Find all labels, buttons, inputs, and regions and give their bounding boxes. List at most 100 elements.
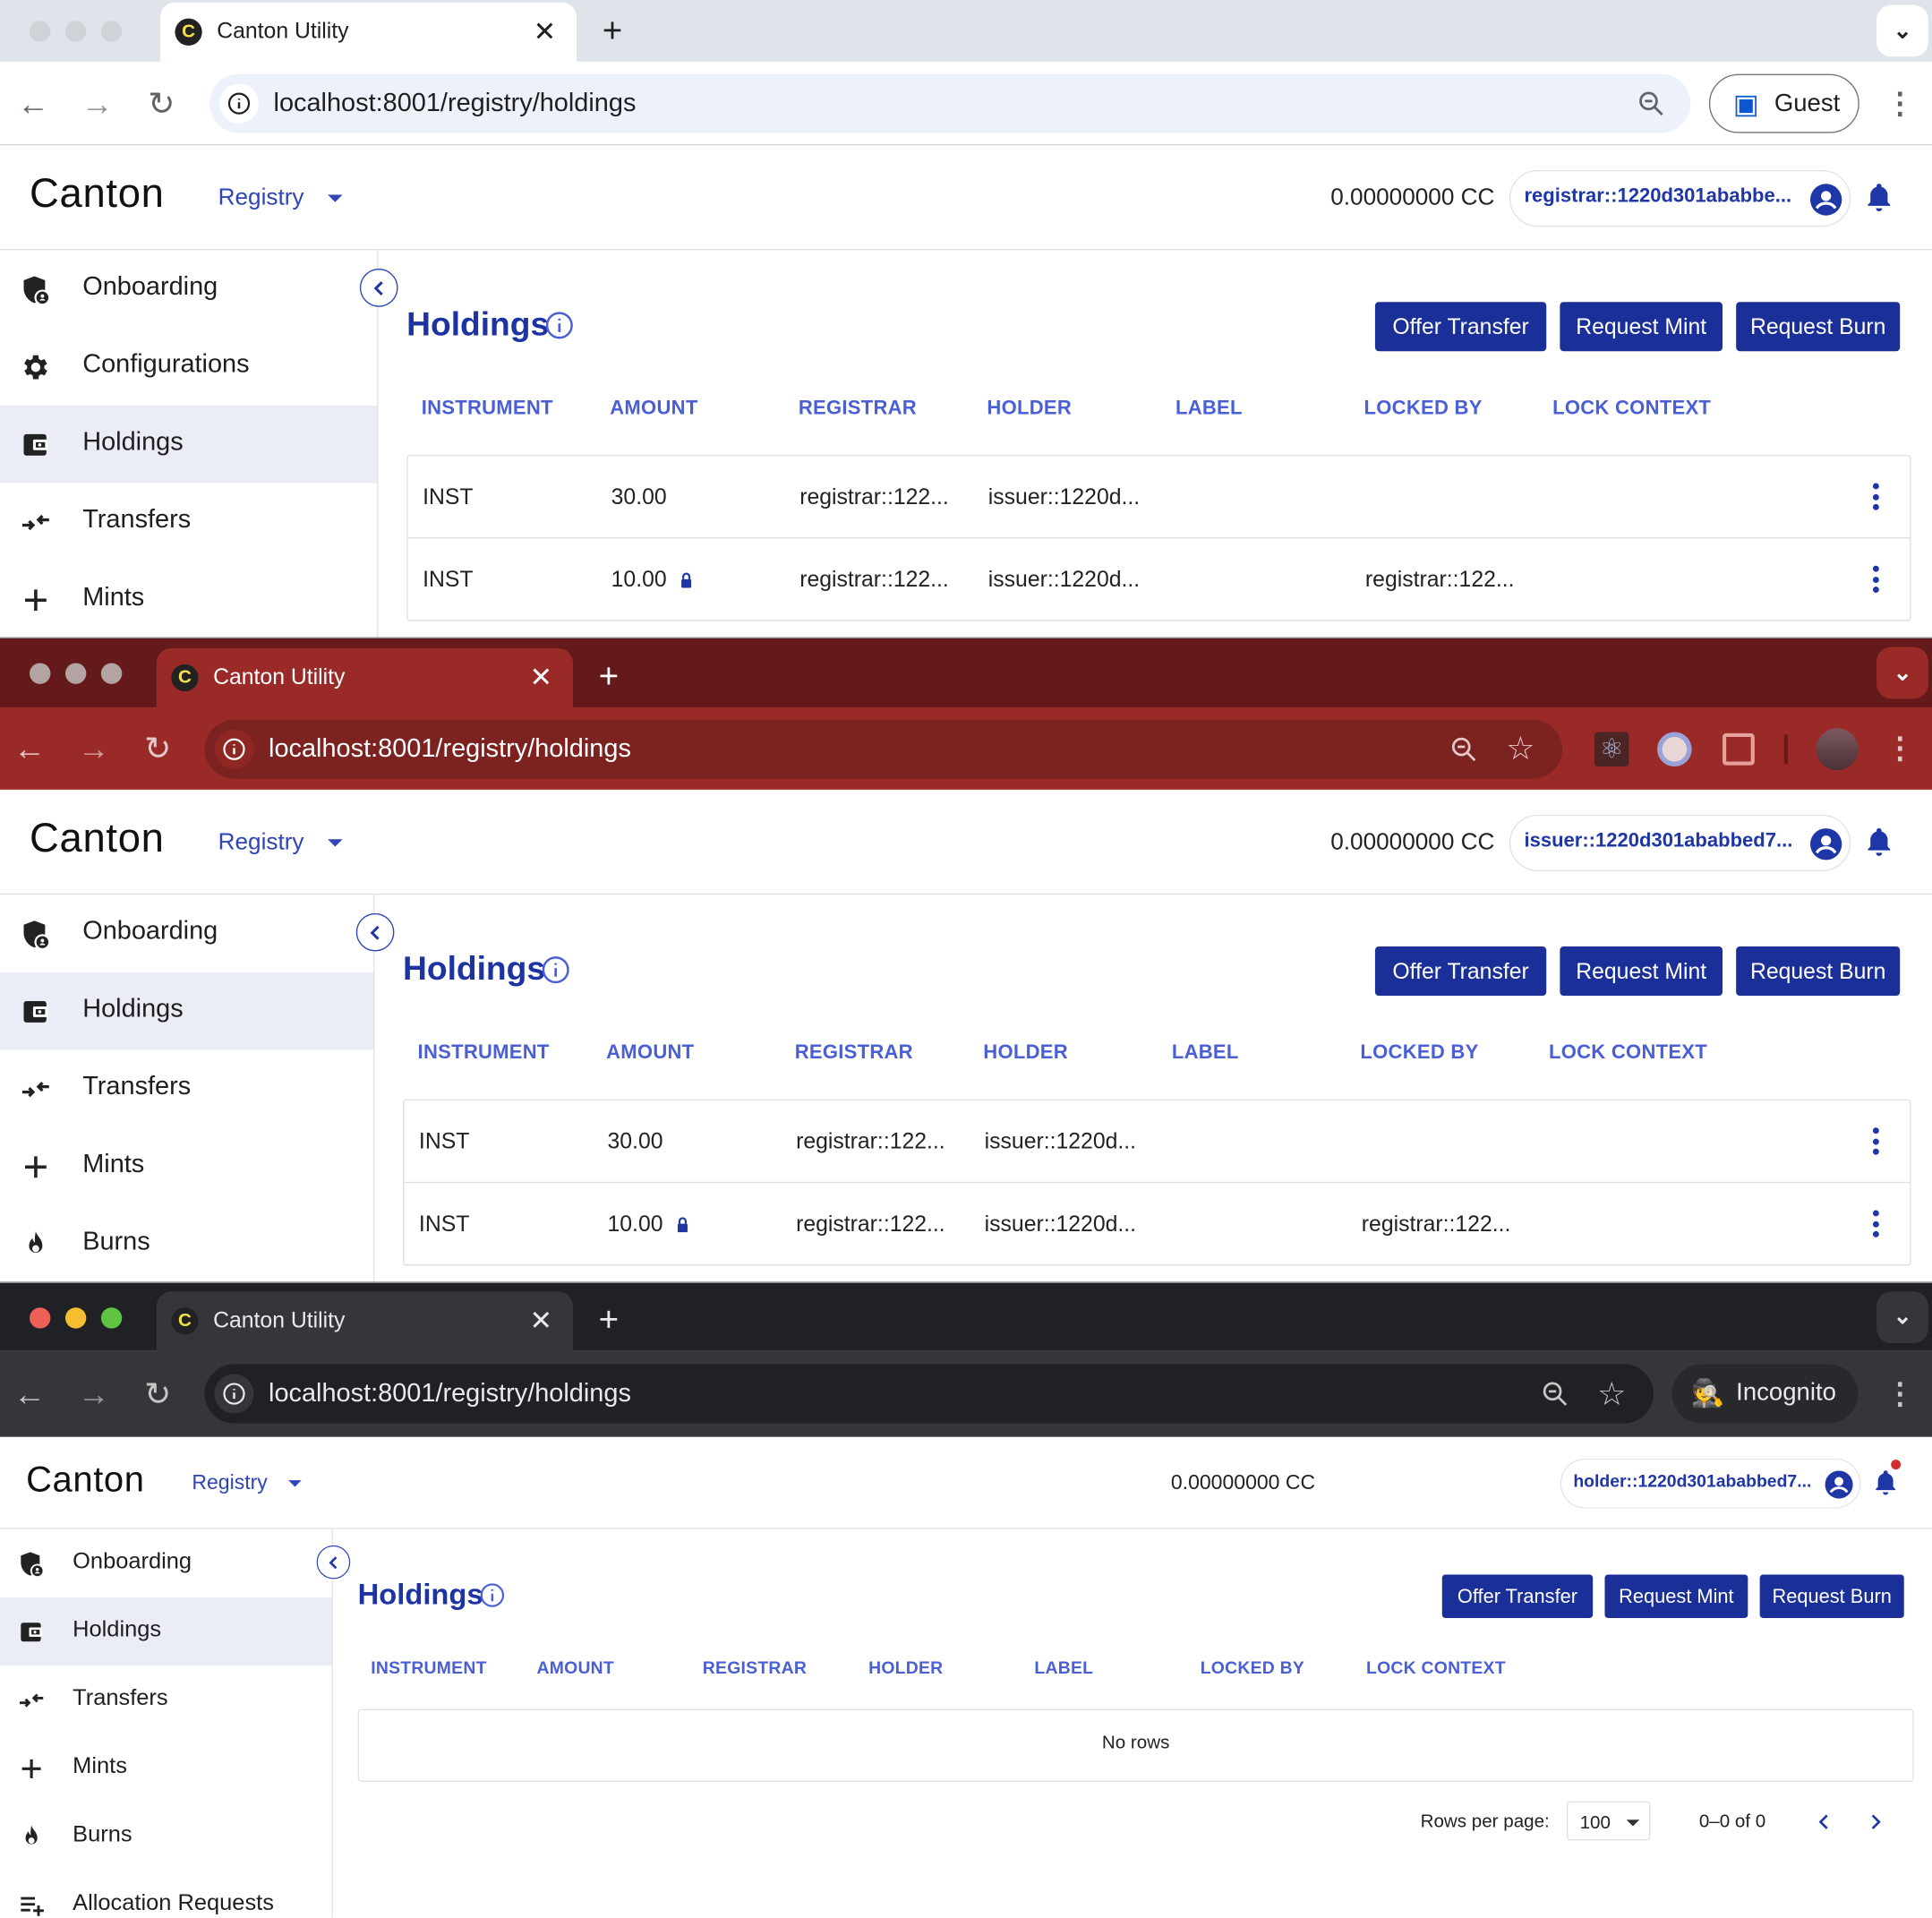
sidebar-item-onboarding[interactable]: Onboarding — [0, 895, 373, 972]
new-tab-button[interactable]: + — [602, 11, 623, 50]
row-actions-menu-icon[interactable] — [1872, 565, 1880, 595]
minimize-window-button[interactable] — [64, 1306, 87, 1328]
info-icon[interactable] — [544, 311, 574, 340]
back-button[interactable]: ← — [17, 84, 50, 122]
column-header-lock-context[interactable]: LOCK CONTEXT — [1552, 398, 1712, 419]
sidebar-item-holdings[interactable]: Holdings — [0, 972, 374, 1050]
caret-down-icon[interactable] — [288, 1480, 302, 1487]
sidebar-item-holdings[interactable]: Holdings — [0, 1597, 332, 1666]
browser-tab[interactable]: C Canton Utility ✕ — [156, 647, 573, 707]
column-header-label[interactable]: LABEL — [1034, 1659, 1094, 1678]
notifications-bell-icon[interactable] — [1863, 181, 1895, 213]
reload-button[interactable]: ↻ — [148, 84, 175, 122]
minimize-window-button[interactable] — [64, 663, 87, 684]
bookmark-star-icon[interactable]: ☆ — [1597, 1374, 1627, 1412]
column-header-locked-by[interactable]: LOCKED BY — [1364, 398, 1483, 419]
notifications-bell-icon[interactable] — [1863, 826, 1895, 858]
close-window-button[interactable] — [30, 1306, 51, 1328]
back-button[interactable]: ← — [13, 1374, 46, 1412]
sidebar-item-transfers[interactable]: Transfers — [0, 1665, 332, 1734]
react-devtools-extension-icon[interactable]: ⚛ — [1594, 731, 1629, 766]
browser-menu-button[interactable]: ⋮ — [1885, 1376, 1915, 1411]
table-row[interactable]: INST 30.00 registrar::122... issuer::122… — [404, 1100, 1911, 1184]
address-bar[interactable]: localhost:8001/registry/holdings ☆ — [204, 1364, 1654, 1424]
column-header-registrar[interactable]: REGISTRAR — [798, 398, 917, 419]
table-row[interactable]: INST 10.00 registrar::122... issuer::122… — [407, 538, 1911, 621]
maximize-window-button[interactable] — [100, 663, 123, 684]
registry-menu[interactable]: Registry — [218, 829, 304, 856]
close-tab-icon[interactable]: ✕ — [529, 662, 552, 693]
reload-button[interactable]: ↻ — [144, 1374, 172, 1412]
browser-menu-button[interactable]: ⋮ — [1885, 87, 1915, 121]
browser-menu-button[interactable]: ⋮ — [1885, 732, 1915, 766]
column-header-holder[interactable]: HOLDER — [987, 398, 1073, 419]
browser-tab[interactable]: C Canton Utility ✕ — [159, 2, 577, 62]
site-info-icon[interactable] — [214, 1374, 254, 1414]
column-header-instrument[interactable]: INSTRUMENT — [417, 1042, 550, 1064]
site-info-icon[interactable] — [218, 83, 260, 124]
url-text[interactable]: localhost:8001/registry/holdings — [269, 733, 631, 763]
offer-transfer-button[interactable]: Offer Transfer — [1374, 302, 1547, 352]
sidebar-item-onboarding[interactable]: Onboarding — [0, 250, 377, 328]
canton-logo[interactable]: Canton — [30, 814, 165, 861]
registry-menu[interactable]: Registry — [192, 1471, 268, 1494]
zoom-icon[interactable] — [1447, 732, 1482, 766]
table-row[interactable]: INST 10.00 registrar::122... issuer::122… — [404, 1183, 1911, 1266]
column-header-holder[interactable]: HOLDER — [868, 1659, 944, 1678]
new-tab-button[interactable]: + — [598, 1299, 620, 1339]
sidebar-item-mints[interactable]: Mints — [0, 1734, 332, 1802]
sidebar-item-burns[interactable]: Burns — [0, 1205, 373, 1281]
sidebar-item-configurations[interactable]: Configurations — [0, 328, 377, 406]
address-bar[interactable]: localhost:8001/registry/holdings — [209, 73, 1691, 133]
sidebar-item-transfers[interactable]: Transfers — [0, 1050, 373, 1128]
caret-down-icon[interactable] — [328, 839, 343, 847]
column-header-label[interactable]: LABEL — [1171, 1042, 1239, 1064]
request-burn-button[interactable]: Request Burn — [1736, 302, 1901, 352]
url-text[interactable]: localhost:8001/registry/holdings — [269, 1379, 631, 1408]
sidebar-item-allocation-requests[interactable]: Allocation Requests — [0, 1871, 332, 1917]
request-mint-button[interactable]: Request Mint — [1560, 946, 1723, 997]
profile-avatar[interactable] — [1816, 727, 1859, 770]
request-burn-button[interactable]: Request Burn — [1736, 946, 1901, 997]
column-header-locked-by[interactable]: LOCKED BY — [1200, 1659, 1305, 1678]
tab-search-dropdown-button[interactable]: ⌄ — [1876, 646, 1928, 699]
rows-per-page-select[interactable]: 100 — [1567, 1801, 1651, 1841]
canton-logo[interactable]: Canton — [30, 169, 165, 216]
tab-search-dropdown-button[interactable]: ⌄ — [1876, 4, 1928, 57]
row-actions-menu-icon[interactable] — [1872, 1210, 1880, 1240]
info-icon[interactable] — [541, 955, 570, 985]
url-text[interactable]: localhost:8001/registry/holdings — [273, 89, 637, 117]
request-burn-button[interactable]: Request Burn — [1759, 1574, 1904, 1619]
column-header-holder[interactable]: HOLDER — [983, 1042, 1068, 1064]
column-header-registrar[interactable]: REGISTRAR — [794, 1042, 913, 1064]
caret-down-icon[interactable] — [328, 194, 343, 202]
close-window-button[interactable] — [30, 663, 51, 684]
sidebar-item-mints[interactable]: Mints — [0, 1127, 373, 1205]
column-header-amount[interactable]: AMOUNT — [610, 398, 698, 419]
party-selector[interactable]: issuer::1220d301ababbed7... — [1509, 814, 1851, 872]
forward-button[interactable]: → — [81, 84, 114, 122]
password-manager-extension-icon[interactable] — [1657, 731, 1692, 766]
new-tab-button[interactable]: + — [598, 656, 620, 696]
back-button[interactable]: ← — [13, 729, 46, 767]
party-selector[interactable]: holder::1220d301ababbed7... — [1560, 1458, 1861, 1509]
offer-transfer-button[interactable]: Offer Transfer — [1441, 1574, 1594, 1619]
bookmark-star-icon[interactable]: ☆ — [1506, 729, 1535, 767]
previous-page-button[interactable] — [1809, 1808, 1837, 1836]
zoom-icon[interactable] — [1538, 1376, 1573, 1411]
registry-menu[interactable]: Registry — [218, 184, 304, 211]
extensions-puzzle-icon[interactable] — [1723, 732, 1755, 765]
canton-logo[interactable]: Canton — [26, 1458, 145, 1499]
column-header-label[interactable]: LABEL — [1175, 398, 1243, 419]
request-mint-button[interactable]: Request Mint — [1560, 302, 1723, 352]
collapse-sidebar-button[interactable] — [355, 912, 395, 952]
column-header-instrument[interactable]: INSTRUMENT — [421, 398, 553, 419]
column-header-amount[interactable]: AMOUNT — [536, 1659, 615, 1678]
close-window-button[interactable] — [30, 21, 51, 42]
notifications-bell-icon[interactable] — [1871, 1460, 1902, 1496]
collapse-sidebar-button[interactable] — [359, 269, 398, 307]
minimize-window-button[interactable] — [64, 21, 87, 42]
browser-tab[interactable]: C Canton Utility ✕ — [156, 1291, 573, 1351]
request-mint-button[interactable]: Request Mint — [1604, 1574, 1748, 1619]
info-icon[interactable] — [479, 1582, 505, 1608]
